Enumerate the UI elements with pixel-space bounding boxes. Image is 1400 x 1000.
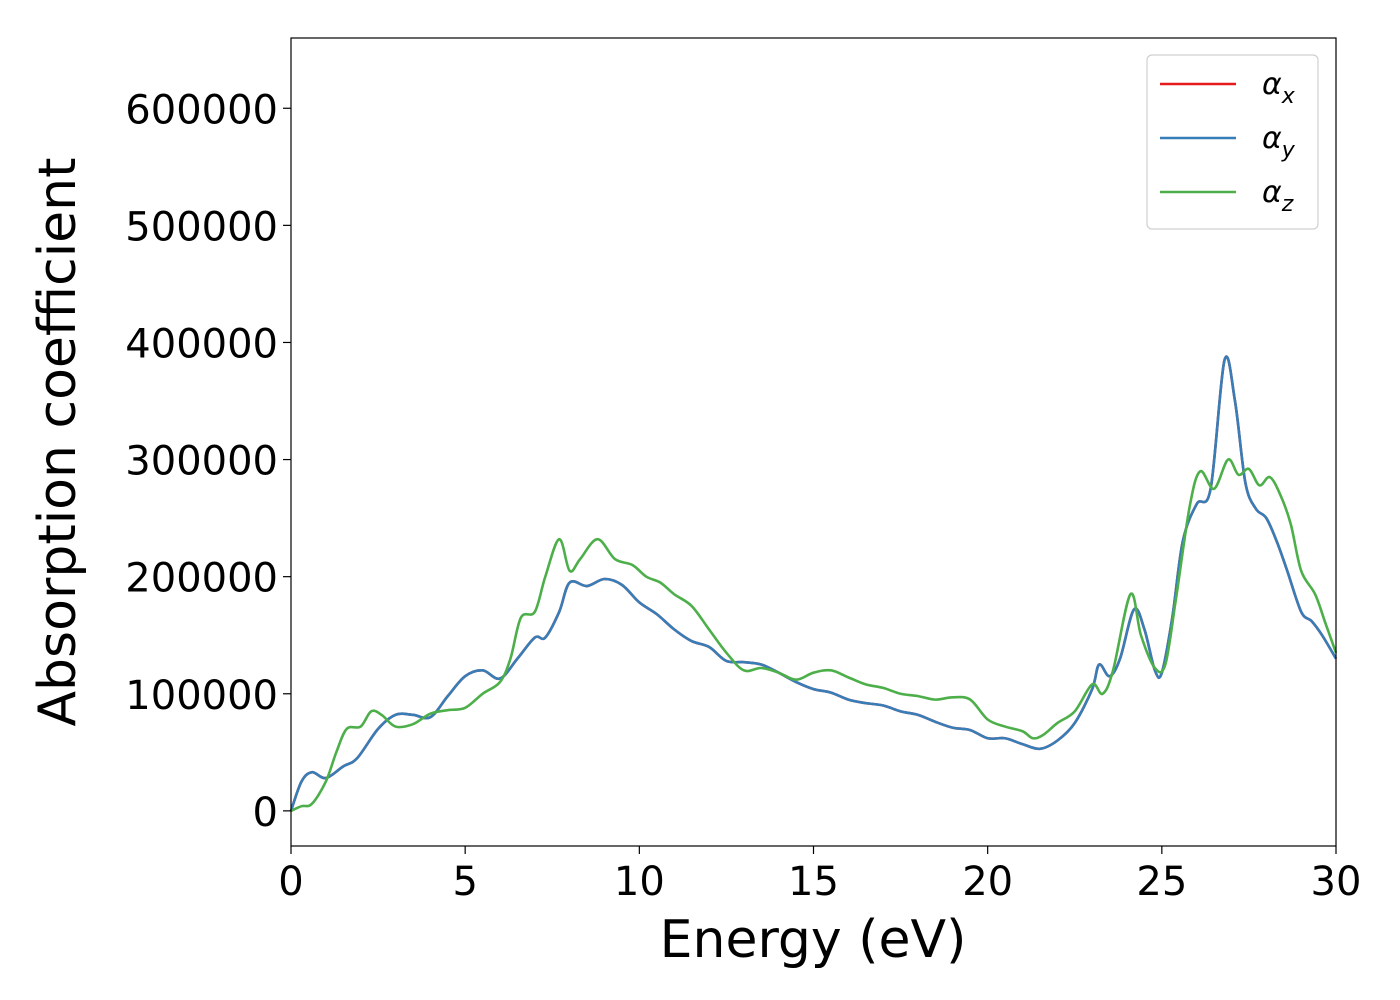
legend: αx αy αz — [1146, 54, 1319, 230]
legend-label-x: αx — [1262, 67, 1296, 109]
x-tick-label: 20 — [962, 859, 1013, 905]
x-tick-label: 5 — [452, 859, 477, 905]
y-tick-label: 300000 — [125, 439, 278, 485]
y-tick-label: 0 — [253, 790, 278, 836]
x-tick-label: 25 — [1136, 859, 1187, 905]
y-tick-label: 200000 — [125, 556, 278, 602]
y-tick-label: 400000 — [125, 321, 278, 367]
y-axis-ticks: 0 100000 200000 300000 400000 500000 600000 — [125, 87, 291, 836]
x-axis-label: Energy (eV) — [660, 910, 967, 970]
series-layer — [289, 355, 1338, 813]
y-tick-label: 500000 — [125, 204, 278, 250]
series-line-y — [289, 355, 1338, 812]
x-tick-label: 30 — [1311, 859, 1362, 905]
x-axis-ticks: 0 5 10 15 20 25 30 — [278, 846, 1361, 905]
legend-label-z: αz — [1262, 175, 1294, 217]
legend-box — [1146, 54, 1319, 230]
y-tick-label: 600000 — [125, 87, 278, 133]
y-axis-label: Absorption coefficient — [28, 157, 88, 726]
y-tick-label: 100000 — [125, 673, 278, 719]
x-tick-label: 15 — [788, 859, 839, 905]
legend-label-y: αy — [1262, 121, 1296, 163]
series-line-z — [290, 458, 1338, 813]
x-tick-label: 10 — [614, 859, 665, 905]
x-tick-label: 0 — [278, 859, 303, 905]
